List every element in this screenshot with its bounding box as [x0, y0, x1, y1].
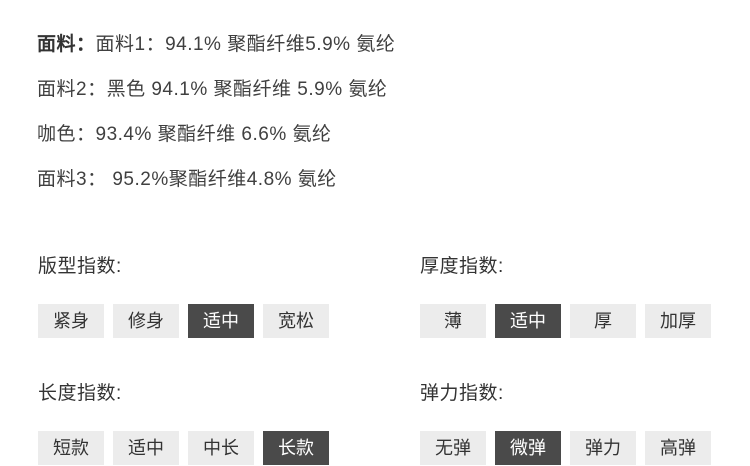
- fit-index-section: 版型指数: 紧身 修身 适中 宽松: [38, 254, 329, 338]
- stretch-index-title: 弹力指数:: [420, 383, 504, 404]
- thickness-option-3[interactable]: 厚: [570, 304, 636, 338]
- length-option-1[interactable]: 短款: [38, 431, 104, 465]
- fabric-line-3: 咖色：93.4% 聚酯纤维 6.6% 氨纶: [37, 124, 332, 145]
- length-option-3[interactable]: 中长: [188, 431, 254, 465]
- fabric-composition-block: 面料：面料1：94.1% 聚酯纤维5.9% 氨纶 面料2：黑色 94.1% 聚酯…: [37, 22, 395, 202]
- fit-options-row: 紧身 修身 适中 宽松: [38, 304, 329, 338]
- length-option-4[interactable]: 长款: [263, 431, 329, 465]
- length-index-section: 长度指数: 短款 适中 中长 长款: [38, 381, 329, 465]
- stretch-index-section: 弹力指数: 无弹 微弹 弹力 高弹: [420, 381, 711, 465]
- length-option-2[interactable]: 适中: [113, 431, 179, 465]
- stretch-option-4[interactable]: 高弹: [645, 431, 711, 465]
- thickness-option-4[interactable]: 加厚: [645, 304, 711, 338]
- stretch-options-row: 无弹 微弹 弹力 高弹: [420, 431, 711, 465]
- length-options-row: 短款 适中 中长 长款: [38, 431, 329, 465]
- thickness-options-row: 薄 适中 厚 加厚: [420, 304, 711, 338]
- fabric-line-2: 面料2：黑色 94.1% 聚酯纤维 5.9% 氨纶: [37, 79, 388, 100]
- fit-option-2[interactable]: 修身: [113, 304, 179, 338]
- fabric-line-4: 面料3： 95.2%聚酯纤维4.8% 氨纶: [37, 169, 337, 190]
- thickness-index-section: 厚度指数: 薄 适中 厚 加厚: [420, 254, 711, 338]
- fabric-line-1: 面料：面料1：94.1% 聚酯纤维5.9% 氨纶: [37, 22, 395, 67]
- thickness-option-1[interactable]: 薄: [420, 304, 486, 338]
- fit-option-3[interactable]: 适中: [188, 304, 254, 338]
- thickness-index-title: 厚度指数:: [420, 256, 504, 277]
- fit-option-1[interactable]: 紧身: [38, 304, 104, 338]
- stretch-option-1[interactable]: 无弹: [420, 431, 486, 465]
- fit-option-4[interactable]: 宽松: [263, 304, 329, 338]
- stretch-option-3[interactable]: 弹力: [570, 431, 636, 465]
- fit-index-title: 版型指数:: [38, 256, 122, 277]
- fabric-line-1-text: 面料1：94.1% 聚酯纤维5.9% 氨纶: [95, 34, 396, 55]
- stretch-option-2[interactable]: 微弹: [495, 431, 561, 465]
- length-index-title: 长度指数:: [38, 383, 122, 404]
- thickness-option-2[interactable]: 适中: [495, 304, 561, 338]
- fabric-label: 面料：: [37, 34, 96, 55]
